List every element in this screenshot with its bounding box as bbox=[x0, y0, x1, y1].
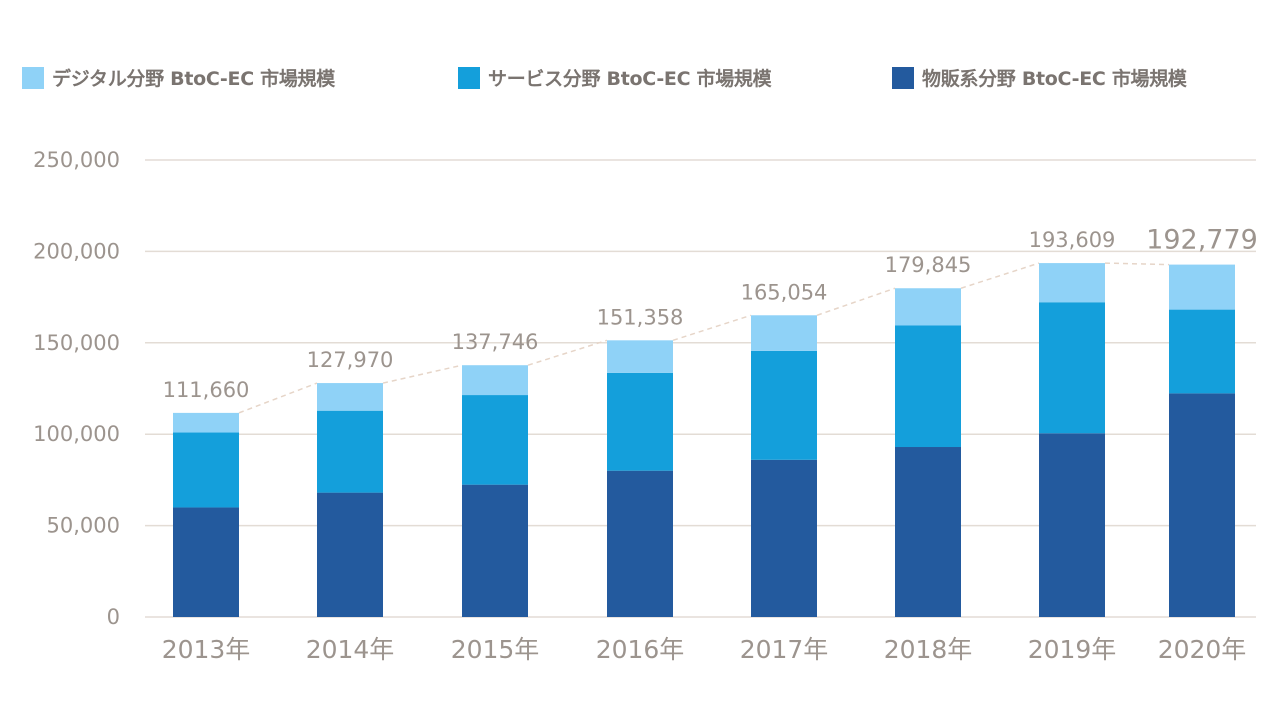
trend-connector bbox=[816, 287, 896, 316]
trend-connector bbox=[672, 314, 752, 342]
bar-segment bbox=[751, 459, 817, 617]
bar-segment bbox=[895, 447, 961, 617]
bar-segment bbox=[607, 372, 673, 471]
x-tick-label: 2017年 bbox=[740, 635, 829, 664]
legend-swatch-digital bbox=[22, 66, 44, 89]
chart-legend: デジタル分野 BtoC-EC 市場規模 サービス分野 BtoC-EC 市場規模 … bbox=[0, 64, 1280, 96]
trend-connector bbox=[960, 262, 1040, 289]
total-trend-line bbox=[238, 262, 1170, 414]
x-tick-label: 2014年 bbox=[306, 635, 395, 664]
x-axis-ticks: 2013年 2014年 2015年 2016年 2017年 2018年 2019年 2020年 bbox=[162, 635, 1247, 664]
y-tick-label: 0 bbox=[107, 605, 120, 629]
bar-segment bbox=[751, 350, 817, 460]
bar-segment bbox=[1169, 393, 1235, 617]
total-label: 192,779 bbox=[1146, 225, 1258, 256]
legend-item-goods: 物販系分野 BtoC-EC 市場規模 bbox=[892, 64, 1187, 91]
bar-segment bbox=[173, 507, 239, 617]
bar-segment bbox=[462, 484, 528, 617]
total-label: 193,609 bbox=[1029, 228, 1116, 252]
bar-segment bbox=[462, 365, 528, 396]
x-tick-label: 2019年 bbox=[1028, 635, 1117, 664]
trend-connector bbox=[1104, 262, 1170, 266]
y-tick-label: 150,000 bbox=[33, 331, 120, 355]
y-tick-label: 50,000 bbox=[47, 514, 120, 538]
bar-segment bbox=[173, 432, 239, 508]
legend-label-service: サービス分野 BtoC-EC 市場規模 bbox=[488, 68, 772, 90]
bar-segment bbox=[317, 383, 383, 411]
total-label: 127,970 bbox=[307, 348, 394, 372]
legend-label-goods: 物販系分野 BtoC-EC 市場規模 bbox=[922, 68, 1187, 90]
bar-segment bbox=[895, 325, 961, 448]
x-tick-label: 2013年 bbox=[162, 635, 251, 664]
legend-item-service: サービス分野 BtoC-EC 市場規模 bbox=[458, 64, 772, 91]
bars bbox=[173, 263, 1235, 617]
legend-item-digital: デジタル分野 BtoC-EC 市場規模 bbox=[22, 64, 335, 91]
bar-segment bbox=[462, 395, 528, 485]
bar-segment bbox=[1039, 263, 1105, 303]
bar-segment bbox=[173, 412, 239, 433]
total-labels: 111,660 127,970 137,746 151,358 165,054 179,8… bbox=[163, 225, 1258, 402]
y-axis-ticks: 0 50,000 100,000 150,000 200,000 250,000 bbox=[33, 148, 120, 629]
bar-segment bbox=[317, 492, 383, 617]
total-label: 165,054 bbox=[741, 280, 828, 304]
total-label: 111,660 bbox=[163, 378, 250, 402]
x-tick-label: 2015年 bbox=[451, 635, 540, 664]
trend-connector bbox=[382, 364, 463, 384]
bar-segment bbox=[317, 410, 383, 493]
bar-segment bbox=[607, 470, 673, 617]
bar-segment bbox=[1169, 264, 1235, 310]
bar-segment bbox=[1039, 302, 1105, 434]
bar-segment bbox=[1169, 309, 1235, 394]
trend-connector bbox=[238, 382, 318, 414]
bar-segment bbox=[895, 288, 961, 326]
total-label: 179,845 bbox=[885, 253, 972, 277]
legend-label-digital: デジタル分野 BtoC-EC 市場規模 bbox=[52, 68, 335, 90]
legend-swatch-goods bbox=[892, 66, 914, 89]
total-label: 137,746 bbox=[452, 330, 539, 354]
y-tick-label: 250,000 bbox=[33, 148, 120, 172]
y-tick-label: 100,000 bbox=[33, 422, 120, 446]
y-tick-label: 200,000 bbox=[33, 239, 120, 263]
bar-segment bbox=[751, 315, 817, 351]
x-tick-label: 2016年 bbox=[596, 635, 685, 664]
total-label: 151,358 bbox=[597, 305, 684, 329]
bar-segment bbox=[1039, 433, 1105, 617]
bar-segment bbox=[607, 340, 673, 373]
legend-swatch-service bbox=[458, 66, 480, 89]
trend-connector bbox=[527, 339, 608, 366]
x-tick-label: 2020年 bbox=[1158, 635, 1247, 664]
x-tick-label: 2018年 bbox=[884, 635, 973, 664]
